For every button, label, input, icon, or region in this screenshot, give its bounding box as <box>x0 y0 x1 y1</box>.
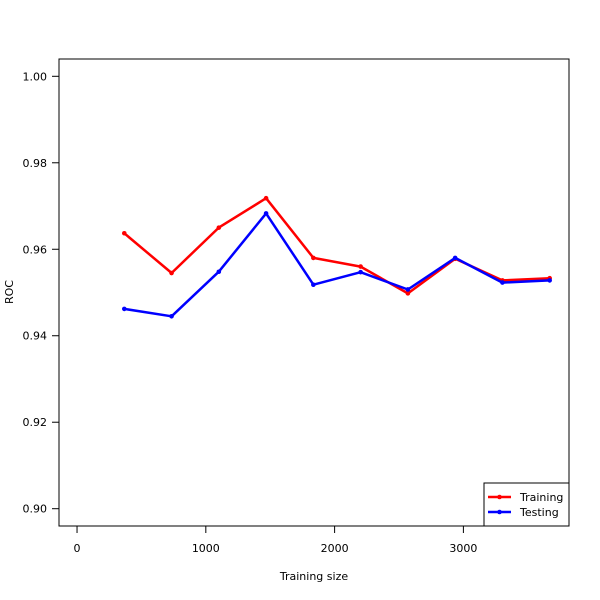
training-data-point <box>169 270 174 276</box>
testing-data-point <box>547 278 552 283</box>
y-axis: 0.90 0.92 0.94 0.96 0.98 1.00 <box>23 70 60 516</box>
training-data-point <box>358 264 363 269</box>
y-tick-label: 0.94 <box>23 330 48 343</box>
y-axis-title: ROC <box>3 280 16 304</box>
plot-area-frame <box>58 58 570 527</box>
testing-legend-label: Testing <box>519 506 559 519</box>
training-data-point <box>311 255 316 261</box>
training-legend-label: Training <box>519 491 563 504</box>
legend: Training Testing <box>483 482 570 527</box>
testing-legend-marker <box>497 509 502 515</box>
y-tick-label: 0.96 <box>23 243 48 256</box>
x-tick-label: 3000 <box>449 542 477 555</box>
x-tick-label: 2000 <box>321 542 349 555</box>
testing-series-line <box>124 212 550 318</box>
y-tick-label: 0.90 <box>23 503 48 516</box>
testing-data-point <box>263 211 269 216</box>
series-layer <box>121 195 552 319</box>
testing-data-point <box>311 282 316 288</box>
training-data-point <box>263 195 269 201</box>
y-tick-label: 0.92 <box>23 416 48 429</box>
y-tick-label: 1.00 <box>23 70 48 83</box>
x-tick-label: 0 <box>74 542 81 555</box>
testing-data-point <box>405 287 411 292</box>
testing-data-point <box>500 280 505 285</box>
y-tick-label: 0.98 <box>23 157 48 170</box>
training-data-point <box>121 230 127 236</box>
testing-data-point <box>169 313 174 319</box>
legend-box <box>483 482 570 527</box>
testing-data-point <box>216 269 222 275</box>
training-data-point <box>216 225 222 230</box>
x-axis: 0 1000 2000 3000 <box>74 525 477 555</box>
training-legend-marker <box>497 494 502 500</box>
testing-data-point <box>121 306 127 312</box>
testing-data-point <box>452 255 458 261</box>
training-data-point <box>405 291 411 296</box>
x-axis-title: Training size <box>279 570 348 583</box>
x-tick-label: 1000 <box>192 542 220 555</box>
testing-data-point <box>358 269 363 275</box>
